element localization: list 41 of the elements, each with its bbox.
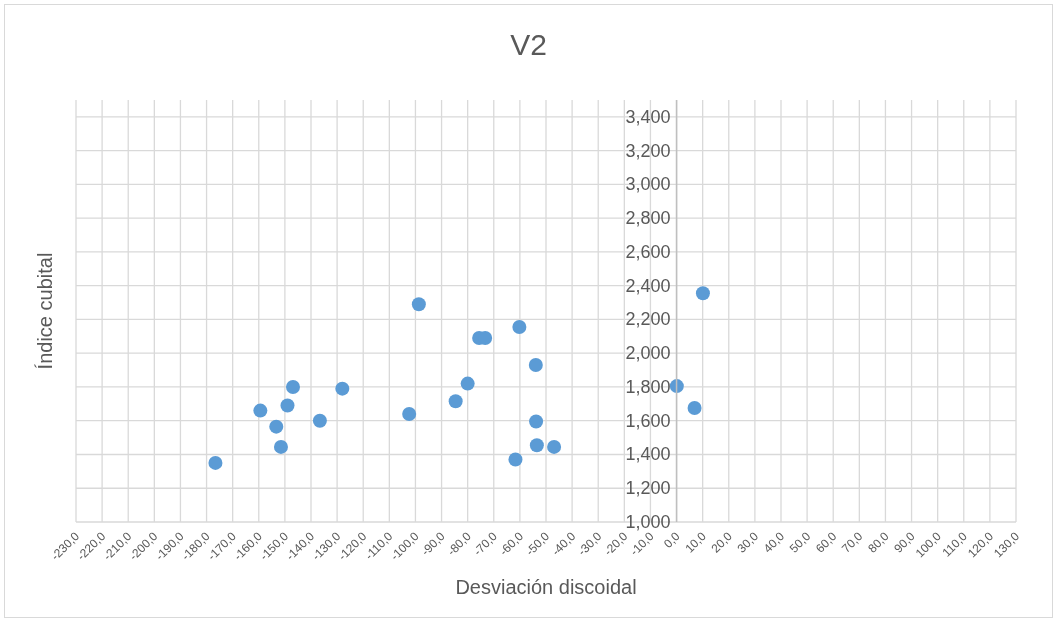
point: [529, 414, 544, 429]
y-tick-label: 1,400: [625, 444, 671, 465]
point: [528, 358, 543, 373]
y-tick-label: 2,400: [625, 275, 671, 296]
y-tick-label: 2,000: [625, 343, 671, 364]
point: [269, 419, 284, 434]
chart-title: V2: [509, 28, 548, 62]
point: [547, 439, 562, 454]
point: [687, 401, 702, 416]
x-tick-label: 70,0: [839, 528, 866, 556]
x-tick-label: 60,0: [812, 528, 840, 556]
point: [402, 406, 417, 421]
y-tick-label: 1,800: [625, 376, 671, 397]
point: [460, 376, 475, 391]
point: [253, 403, 268, 418]
y-tick-label: 1,600: [625, 410, 671, 431]
point: [411, 297, 426, 312]
y-tick-label: 3,400: [625, 106, 671, 127]
y-tick-label: 3,200: [625, 140, 671, 161]
y-tick-label: 3,000: [625, 174, 671, 195]
point: [273, 439, 288, 454]
y-axis-title: Índice cubital: [33, 252, 57, 370]
point: [695, 286, 710, 301]
point: [335, 381, 350, 396]
y-tick-label: 2,200: [625, 309, 671, 330]
point: [280, 398, 295, 413]
y-tick-label: 2,600: [625, 241, 671, 262]
x-tick-label: 40,0: [760, 528, 788, 556]
point: [285, 379, 300, 394]
y-tick-label: 2,800: [625, 208, 671, 229]
y-tick-label: 1,200: [625, 478, 671, 499]
point: [512, 320, 527, 335]
point: [508, 452, 523, 467]
x-axis-title: Desviación discoidal: [454, 576, 638, 599]
point: [669, 379, 684, 394]
point: [448, 394, 463, 409]
y-tick-label: 1,000: [625, 512, 671, 532]
point: [208, 455, 223, 470]
point: [312, 413, 327, 428]
x-tick-label: 0,0: [660, 529, 683, 551]
point: [529, 438, 544, 453]
